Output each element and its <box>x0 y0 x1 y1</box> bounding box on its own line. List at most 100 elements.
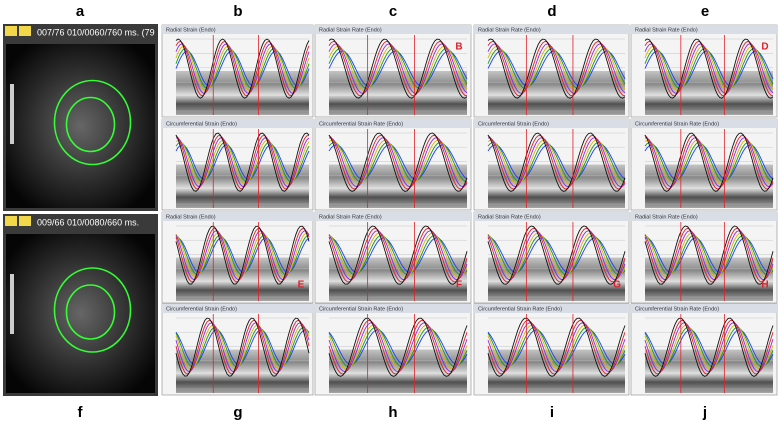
m-mode-background <box>176 349 309 393</box>
strain-curve <box>175 45 310 92</box>
panel-title: Radial Strain Rate (Endo) <box>478 214 541 220</box>
panel-label: g <box>233 404 242 421</box>
strain-curve <box>644 134 774 190</box>
title-bar <box>162 119 313 128</box>
strain-curve <box>644 137 774 188</box>
echo-caption: 007/76 010/0060/760 ms. (79 <box>37 27 155 37</box>
title-bar <box>315 119 471 128</box>
strain-curve <box>175 329 310 365</box>
endocardium-contour <box>65 284 116 340</box>
panel-title: Circumferential Strain (Endo) <box>478 121 549 127</box>
panel-label: d <box>547 3 556 20</box>
strain-curve <box>328 234 468 276</box>
strain-curve <box>175 327 310 368</box>
panel-title: Circumferential Strain Rate (Endo) <box>635 306 719 312</box>
panel-title: Radial Strain (Endo) <box>166 27 216 33</box>
strain-curve <box>175 48 310 90</box>
nav-button[interactable] <box>5 216 17 226</box>
strain-curve <box>487 137 626 188</box>
title-bar <box>474 304 629 313</box>
panel-title: Circumferential Strain Rate (Endo) <box>635 121 719 127</box>
echo-image <box>6 44 155 208</box>
panel-title: Radial Strain Rate (Endo) <box>478 27 541 33</box>
strain-curve <box>487 237 626 273</box>
m-mode-background <box>645 164 773 208</box>
strain-curve <box>175 228 310 283</box>
nav-button[interactable] <box>19 26 31 36</box>
panel-title: Radial Strain Rate (Endo) <box>635 27 698 33</box>
strain-curve <box>175 40 310 97</box>
panel-title: Circumferential Strain (Endo) <box>166 121 237 127</box>
strain-curve <box>175 230 310 281</box>
strain-curve <box>487 227 626 283</box>
panel-tag: E <box>298 280 305 291</box>
m-mode-background <box>645 71 773 115</box>
strain-curve <box>644 324 774 370</box>
strain-curve <box>328 317 468 377</box>
strain-curve <box>175 141 310 183</box>
title-bar <box>315 212 471 221</box>
strain-curve <box>175 38 310 99</box>
panel-tag: D <box>761 42 768 53</box>
panel-title: Radial Strain Rate (Endo) <box>319 27 382 33</box>
panel-title: Circumferential Strain Rate (Endo) <box>319 121 403 127</box>
title-bar <box>631 119 777 128</box>
strain-curve <box>328 40 468 97</box>
strain-curve <box>487 132 626 192</box>
strain-curve <box>328 38 468 99</box>
nav-button[interactable] <box>5 26 17 36</box>
panel-label: c <box>389 3 397 20</box>
panel-title: Radial Strain (Endo) <box>166 214 216 220</box>
strain-curve <box>644 317 774 377</box>
strain-curve <box>328 132 468 192</box>
m-mode-background <box>329 71 467 115</box>
endocardium-contour <box>65 96 116 153</box>
strain-curve <box>487 134 626 190</box>
m-mode-background <box>329 164 467 208</box>
gray-scale-bar <box>10 274 14 334</box>
epicardium-contour <box>53 79 132 166</box>
title-bar <box>474 212 629 221</box>
nav-button[interactable] <box>19 216 31 226</box>
strain-curve <box>328 48 468 89</box>
panel-title: Radial Strain Rate (Endo) <box>635 214 698 220</box>
panel-label: i <box>550 404 554 421</box>
panel-tag: G <box>613 280 621 291</box>
strain-curve <box>644 132 774 192</box>
title-bar <box>474 119 629 128</box>
gray-scale-bar <box>10 84 14 144</box>
title-bar <box>162 304 313 313</box>
strain-curve <box>175 324 310 370</box>
m-mode-background <box>488 164 625 208</box>
panel-title: Radial Strain Rate (Endo) <box>319 214 382 220</box>
strain-curve <box>487 38 626 99</box>
m-mode-background <box>176 257 309 301</box>
title-bar <box>631 25 777 34</box>
strain-curve <box>175 319 310 375</box>
strain-curve <box>487 317 626 377</box>
title-bar <box>631 304 777 313</box>
strain-curve <box>175 322 310 373</box>
strain-curve <box>175 225 310 285</box>
strain-curve <box>487 139 626 185</box>
strain-curve <box>175 50 310 87</box>
panel-title: Circumferential Strain Rate (Endo) <box>478 306 562 312</box>
strain-curve <box>644 234 774 276</box>
strain-curve <box>175 144 310 180</box>
strain-curve <box>487 234 626 276</box>
m-mode-background <box>488 71 625 115</box>
strain-curve <box>644 38 774 99</box>
strain-curve <box>487 40 626 97</box>
panel-tag: F <box>456 280 462 291</box>
panel-label: f <box>78 404 84 421</box>
strain-curve <box>175 137 310 187</box>
title-bar <box>315 25 471 34</box>
strain-curve <box>644 40 774 97</box>
panel-label: b <box>233 3 242 20</box>
panel-tag: B <box>455 42 462 53</box>
strain-curve <box>644 227 774 283</box>
strain-curve <box>644 225 774 285</box>
strain-curve <box>644 237 774 273</box>
